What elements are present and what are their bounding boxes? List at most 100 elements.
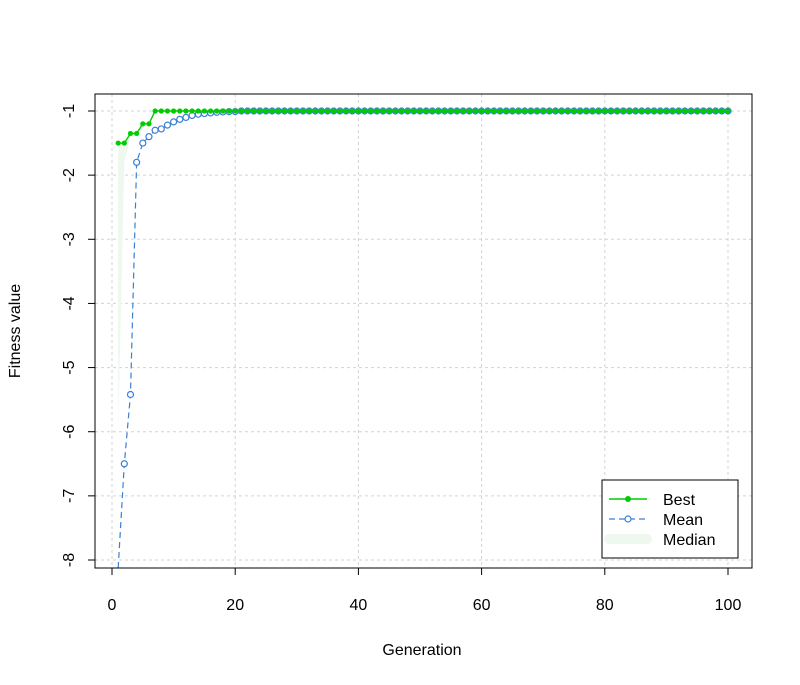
best-point: [528, 108, 534, 114]
best-point: [121, 140, 127, 146]
mean-point: [126, 390, 135, 399]
y-tick-label: -5: [61, 360, 78, 374]
best-point: [583, 108, 589, 114]
y-tick-label: -1: [61, 104, 78, 118]
x-tick-label: 100: [715, 597, 742, 614]
best-point: [374, 108, 380, 114]
x-tick-label: 40: [350, 597, 368, 614]
best-point: [694, 108, 700, 114]
best-point: [602, 108, 608, 114]
best-point: [448, 108, 454, 114]
legend-mean-label: Mean: [663, 512, 703, 529]
best-point: [146, 121, 152, 127]
best-point: [269, 108, 275, 114]
best-point: [244, 108, 251, 114]
x-tick-label: 80: [596, 597, 614, 614]
best-point: [417, 108, 423, 114]
best-point: [207, 108, 214, 114]
best-point: [288, 108, 294, 114]
best-point: [386, 108, 392, 114]
best-point: [589, 108, 596, 114]
best-point: [725, 108, 731, 114]
best-point: [368, 108, 374, 114]
best-point: [552, 108, 559, 114]
legend-best-label: Best: [663, 492, 696, 509]
best-point: [281, 108, 288, 114]
y-tick-label: -4: [61, 296, 78, 310]
best-point: [460, 108, 466, 114]
best-point: [423, 108, 429, 114]
best-point: [158, 108, 164, 114]
best-point: [540, 108, 546, 114]
best-point: [565, 108, 571, 114]
best-point: [275, 108, 281, 114]
mean-point: [157, 125, 165, 133]
best-point: [491, 108, 497, 114]
x-tick-label: 0: [108, 597, 117, 614]
best-point: [559, 108, 565, 114]
mean-point: [182, 113, 190, 122]
best-series: [115, 108, 731, 146]
x-tick-label: 20: [226, 597, 244, 614]
y-tick-label: -6: [61, 425, 78, 439]
legend-median-label: Median: [663, 532, 715, 549]
best-point: [534, 108, 540, 114]
best-point: [257, 108, 263, 114]
best-point: [645, 108, 651, 114]
best-point: [435, 108, 442, 114]
best-point: [700, 108, 706, 114]
mean-point: [170, 118, 178, 126]
best-point: [183, 108, 189, 114]
legend-mean-marker: [624, 515, 632, 523]
best-point: [134, 130, 140, 137]
best-point: [515, 108, 522, 114]
best-point: [398, 108, 405, 114]
best-point: [164, 108, 171, 114]
best-point: [251, 108, 257, 114]
best-point: [214, 108, 220, 114]
x-axis: 0 20 40 60 80 100: [108, 567, 742, 614]
y-tick-label: -7: [61, 489, 78, 503]
best-point: [115, 140, 121, 146]
best-point: [127, 130, 134, 137]
best-point: [152, 108, 158, 114]
best-point: [472, 108, 479, 114]
best-point: [479, 108, 485, 114]
best-point: [189, 108, 195, 114]
best-point: [688, 108, 694, 114]
best-point: [509, 108, 515, 114]
best-point: [220, 108, 226, 114]
best-point: [626, 108, 633, 114]
best-point: [503, 108, 509, 114]
best-point: [639, 108, 645, 114]
best-point: [682, 108, 688, 114]
best-point: [620, 108, 626, 114]
best-point: [546, 108, 552, 114]
best-point: [337, 108, 343, 114]
mean-point: [120, 460, 128, 468]
best-point: [577, 108, 583, 114]
best-point: [331, 108, 337, 114]
best-point: [312, 108, 318, 114]
best-point: [300, 108, 306, 114]
best-point: [676, 108, 682, 114]
mean-point: [139, 139, 147, 147]
best-point: [263, 108, 269, 114]
best-point: [608, 108, 614, 114]
best-point: [571, 108, 577, 114]
best-point: [454, 108, 460, 114]
best-point: [325, 108, 331, 114]
mean-point: [133, 158, 141, 166]
best-point: [651, 108, 657, 114]
best-point: [361, 108, 368, 114]
best-line: [118, 110, 728, 144]
best-point: [171, 108, 177, 114]
best-point: [392, 108, 398, 114]
y-tick-label: -2: [61, 168, 78, 182]
best-point: [429, 108, 435, 114]
best-point: [663, 108, 670, 114]
y-axis-title: Fitness value: [7, 284, 24, 378]
best-point: [140, 121, 146, 127]
x-tick-label: 60: [473, 597, 491, 614]
